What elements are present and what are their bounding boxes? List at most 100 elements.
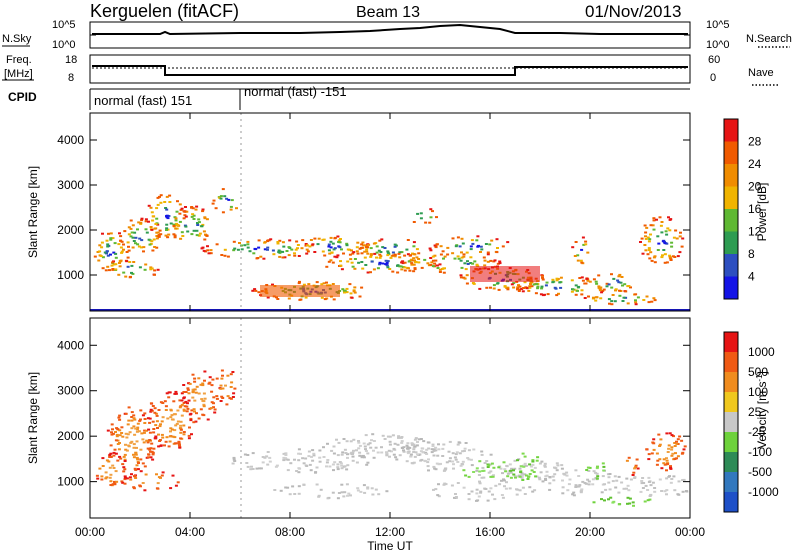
radar-return-cell xyxy=(197,234,201,237)
radar-return-cell xyxy=(541,276,544,279)
radar-return-cell xyxy=(431,445,435,447)
radar-return-cell xyxy=(179,427,183,430)
power-colorbar-label: Power [dB] xyxy=(755,183,769,242)
radar-return-cell xyxy=(268,456,272,459)
radar-return-cell xyxy=(163,444,166,447)
radar-return-cell xyxy=(636,467,640,470)
colorbar-tick-label: 25 xyxy=(748,405,762,419)
radar-return-cell xyxy=(386,254,390,257)
radar-return-cell xyxy=(209,407,213,410)
radar-return-cell xyxy=(680,439,684,442)
radar-return-cell xyxy=(636,296,640,299)
radar-return-cell xyxy=(226,374,230,377)
radar-return-cell xyxy=(522,465,526,468)
radar-return-cell xyxy=(452,463,455,466)
radar-return-cell xyxy=(596,475,600,478)
power-strong-band xyxy=(260,285,340,297)
radar-return-cell xyxy=(221,397,225,399)
radar-return-cell xyxy=(342,438,346,440)
radar-return-cell xyxy=(587,483,591,486)
radar-return-cell xyxy=(178,444,181,447)
radar-return-cell xyxy=(155,237,159,240)
radar-return-cell xyxy=(446,253,450,256)
radar-return-cell xyxy=(386,251,390,254)
radar-return-cell xyxy=(587,470,591,472)
radar-return-cell xyxy=(349,494,352,497)
power-ylabel: Slant Range [km] xyxy=(26,166,40,258)
colorbar-tick-label: 12 xyxy=(748,225,762,239)
radar-return-cell xyxy=(409,453,413,456)
radar-return-cell xyxy=(454,245,458,248)
radar-return-cell xyxy=(431,255,435,258)
radar-return-cell xyxy=(201,384,205,387)
radar-return-cell xyxy=(503,285,507,288)
radar-return-cell xyxy=(514,476,517,479)
radar-return-cell xyxy=(482,256,486,259)
radar-return-cell xyxy=(643,244,647,246)
radar-return-cell xyxy=(118,434,122,437)
radar-return-cell xyxy=(124,412,128,415)
radar-return-cell xyxy=(188,426,191,429)
radar-return-cell xyxy=(178,399,182,402)
radar-return-cell xyxy=(586,251,590,254)
radar-return-cell xyxy=(676,455,680,458)
radar-return-cell xyxy=(614,289,617,292)
radar-return-cell xyxy=(229,386,233,388)
radar-return-cell xyxy=(195,234,199,237)
radar-return-cell xyxy=(526,478,530,480)
radar-return-cell xyxy=(181,235,185,237)
radar-return-cell xyxy=(412,448,416,451)
radar-return-cell xyxy=(263,248,267,251)
radar-return-cell xyxy=(459,274,463,277)
radar-return-cell xyxy=(486,260,490,263)
radar-return-cell xyxy=(573,255,577,257)
radar-return-cell xyxy=(338,461,342,463)
radar-return-cell xyxy=(616,279,620,282)
radar-return-cell xyxy=(597,285,601,288)
radar-return-cell xyxy=(650,300,654,303)
radar-return-cell xyxy=(134,477,138,479)
radar-return-cell xyxy=(650,452,654,455)
radar-return-cell xyxy=(461,463,465,466)
radar-return-cell xyxy=(361,241,365,244)
radar-return-cell xyxy=(678,235,682,238)
radar-return-cell xyxy=(442,271,446,274)
radar-return-cell xyxy=(448,440,452,443)
radar-return-cell xyxy=(648,495,652,497)
radar-return-cell xyxy=(126,256,130,259)
radar-return-cell xyxy=(508,487,512,490)
radar-return-cell xyxy=(642,482,646,484)
radar-return-cell xyxy=(412,270,416,273)
radar-return-cell xyxy=(364,450,368,452)
radar-return-cell xyxy=(625,477,629,480)
radar-return-cell xyxy=(486,499,490,502)
radar-return-cell xyxy=(610,273,613,276)
radar-return-cell xyxy=(197,218,201,221)
radar-return-cell xyxy=(586,466,590,469)
radar-return-cell xyxy=(406,239,410,241)
radar-return-cell xyxy=(246,465,250,468)
radar-return-cell xyxy=(634,464,638,467)
radar-return-cell xyxy=(100,478,104,481)
radar-return-cell xyxy=(451,452,455,455)
radar-return-cell xyxy=(98,467,102,470)
power-panel-frame xyxy=(89,112,691,312)
radar-return-cell xyxy=(475,492,479,495)
radar-return-cell xyxy=(460,266,464,269)
radar-return-cell xyxy=(174,484,178,487)
radar-return-cell xyxy=(107,232,110,235)
radar-return-cell xyxy=(139,418,142,421)
radar-return-cell xyxy=(124,448,128,451)
radar-return-cell xyxy=(597,274,601,277)
radar-return-cell xyxy=(400,441,404,444)
radar-return-cell xyxy=(448,457,452,460)
radar-return-cell xyxy=(158,440,162,442)
radar-return-cell xyxy=(479,245,483,248)
radar-return-cell xyxy=(430,261,434,264)
radar-return-cell xyxy=(502,479,506,482)
radar-return-cell xyxy=(523,473,527,476)
colorbar-swatch xyxy=(724,276,738,299)
radar-return-cell xyxy=(406,442,410,445)
colorbar-swatch xyxy=(724,412,738,432)
